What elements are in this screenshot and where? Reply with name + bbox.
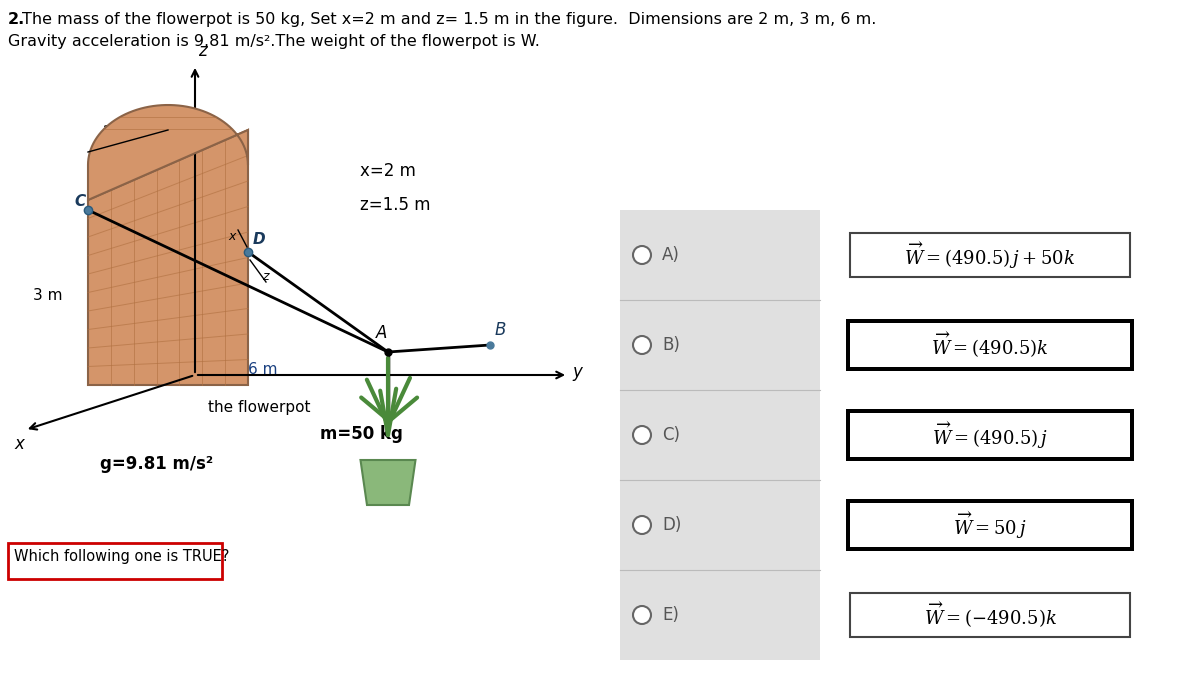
- FancyBboxPatch shape: [846, 409, 1134, 461]
- Text: $\overrightarrow{W} = 50\,j$: $\overrightarrow{W} = 50\,j$: [953, 509, 1027, 540]
- Text: D: D: [253, 232, 265, 247]
- Text: 3 m: 3 m: [34, 287, 62, 303]
- Circle shape: [634, 336, 650, 354]
- Text: E): E): [662, 606, 679, 624]
- Polygon shape: [88, 105, 248, 200]
- Text: $\overrightarrow{W} = (490.5)k$: $\overrightarrow{W} = (490.5)k$: [931, 330, 1049, 361]
- FancyBboxPatch shape: [850, 593, 1130, 637]
- Polygon shape: [360, 460, 415, 505]
- Text: x: x: [14, 435, 24, 453]
- FancyBboxPatch shape: [850, 503, 1130, 547]
- Polygon shape: [88, 130, 248, 385]
- Text: D): D): [662, 516, 682, 534]
- FancyBboxPatch shape: [850, 233, 1130, 277]
- Text: The mass of the flowerpot is 50 kg, Set x=2 m and z= 1.5 m in the figure.  Dimen: The mass of the flowerpot is 50 kg, Set …: [22, 12, 876, 27]
- Circle shape: [634, 516, 650, 534]
- Text: Gravity acceleration is 9.81 m/s².The weight of the flowerpot is W.: Gravity acceleration is 9.81 m/s².The we…: [8, 34, 540, 49]
- Text: A): A): [662, 246, 680, 264]
- FancyBboxPatch shape: [620, 210, 820, 660]
- Text: B: B: [496, 321, 506, 339]
- Text: $\overrightarrow{W} = (490.5)\,j + 50k$: $\overrightarrow{W} = (490.5)\,j + 50k$: [905, 239, 1075, 271]
- Text: y: y: [572, 363, 582, 381]
- Text: $\overrightarrow{W} = (490.5)\,j$: $\overrightarrow{W} = (490.5)\,j$: [932, 419, 1048, 451]
- Text: A: A: [376, 324, 388, 342]
- Text: Which following one is TRUE?: Which following one is TRUE?: [14, 549, 229, 564]
- Text: x=2 m: x=2 m: [360, 162, 416, 180]
- Circle shape: [634, 246, 650, 264]
- FancyBboxPatch shape: [846, 319, 1134, 371]
- Text: x: x: [228, 230, 235, 243]
- Text: C: C: [74, 194, 85, 209]
- FancyBboxPatch shape: [850, 323, 1130, 367]
- FancyBboxPatch shape: [850, 413, 1130, 457]
- Text: B): B): [662, 336, 680, 354]
- FancyBboxPatch shape: [8, 543, 222, 579]
- Text: the flowerpot: the flowerpot: [208, 400, 310, 415]
- Text: z=1.5 m: z=1.5 m: [360, 196, 431, 214]
- Text: z: z: [198, 42, 206, 60]
- Text: 2.: 2.: [8, 12, 25, 27]
- Text: $\overrightarrow{W} = (-490.5)k$: $\overrightarrow{W} = (-490.5)k$: [924, 600, 1056, 630]
- FancyBboxPatch shape: [846, 499, 1134, 551]
- Text: C): C): [662, 426, 680, 444]
- Text: 2 m: 2 m: [103, 125, 133, 140]
- Circle shape: [634, 606, 650, 624]
- Text: z: z: [262, 270, 269, 283]
- Text: g=9.81 m/s²: g=9.81 m/s²: [100, 455, 214, 473]
- Circle shape: [634, 426, 650, 444]
- Text: 6 m: 6 m: [248, 363, 277, 378]
- Text: m=50 kg: m=50 kg: [320, 425, 403, 443]
